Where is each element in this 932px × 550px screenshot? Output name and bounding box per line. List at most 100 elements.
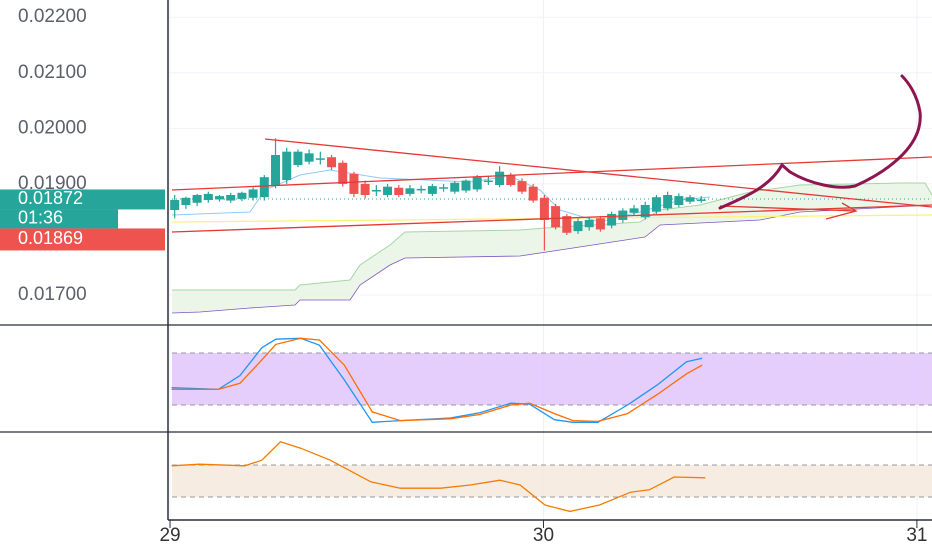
candle: [282, 147, 292, 184]
candle-body: [181, 197, 191, 205]
candle: [203, 191, 213, 203]
candle: [259, 175, 269, 201]
cloud: [172, 183, 932, 313]
candle-body: [472, 177, 482, 190]
candle-body: [215, 196, 225, 200]
candle-body: [539, 197, 549, 220]
countdown-label: 01:36: [18, 208, 63, 228]
band: [172, 353, 932, 405]
candle-body: [416, 188, 426, 191]
candle: [394, 185, 404, 198]
indicator-line: [171, 337, 703, 423]
candle: [170, 195, 180, 219]
candle: [226, 192, 236, 203]
candle: [327, 155, 337, 170]
candle-body: [573, 221, 583, 232]
candle-body: [495, 171, 505, 185]
indicator-line: [171, 441, 706, 513]
candle-body: [517, 181, 527, 192]
candle-body: [338, 162, 348, 184]
candle: [416, 185, 426, 194]
candle: [450, 181, 460, 194]
label-layer: 0.01700 0.01900 0.02000 0.02100 0.02200 29 30 3…: [0, 6, 927, 546]
candle-body: [237, 192, 247, 199]
candle-body: [595, 218, 605, 230]
cloud-edge: [171, 204, 932, 314]
candle: [461, 179, 471, 193]
x-tick-label: 30: [533, 525, 554, 546]
candle-body: [674, 196, 684, 205]
candle-body: [282, 151, 292, 180]
candle: [539, 195, 549, 251]
x-tick-label: 29: [159, 525, 180, 546]
candle-body: [315, 158, 325, 160]
candle-body: [528, 186, 538, 201]
candle: [696, 196, 706, 203]
candle: [427, 183, 437, 197]
candle: [472, 175, 482, 192]
candle-body: [696, 199, 706, 201]
x-tick-label: 31: [906, 525, 927, 546]
candle: [517, 178, 527, 194]
candle: [360, 180, 370, 199]
candle-body: [394, 187, 404, 195]
candle: [629, 205, 639, 215]
candle: [271, 138, 281, 189]
candle-body: [450, 182, 460, 192]
candle-body: [685, 197, 695, 202]
candle-layer: [170, 138, 706, 251]
candle: [584, 217, 594, 231]
candle: [304, 149, 314, 165]
freehand-curve: [718, 74, 922, 210]
candle-body: [562, 216, 572, 233]
candle: [405, 185, 415, 197]
candle-body: [483, 180, 493, 183]
y-tick-label: 0.02200: [18, 6, 87, 27]
candle: [607, 211, 617, 229]
line-layer: [171, 337, 706, 513]
candle: [640, 201, 650, 220]
candle: [215, 195, 225, 202]
candle-body: [618, 210, 628, 220]
candle-body: [551, 206, 561, 228]
candle-body: [203, 193, 213, 200]
candle-body: [271, 155, 281, 185]
trend-line: [171, 156, 932, 191]
cloud-edge: [172, 182, 932, 291]
indicator-line: [171, 337, 703, 423]
trend-line: [264, 138, 932, 208]
candle-body: [461, 180, 471, 191]
candle-body: [360, 183, 370, 195]
candle-body: [349, 173, 359, 194]
candle: [528, 183, 538, 203]
candle: [349, 171, 359, 198]
candle-body: [439, 187, 449, 189]
candle: [685, 195, 695, 204]
candle: [674, 193, 684, 208]
candle-body: [663, 195, 673, 209]
candle-body: [192, 195, 202, 203]
y-tick-label: 0.01900: [18, 173, 87, 194]
candle-body: [226, 195, 236, 201]
candle: [663, 191, 673, 211]
candle: [495, 166, 505, 188]
candle: [293, 149, 303, 168]
arrow: [719, 202, 858, 220]
candle-body: [293, 151, 303, 165]
candle: [237, 191, 247, 202]
baseline: [171, 169, 711, 223]
y-tick-label: 0.02100: [18, 62, 87, 83]
candle-body: [248, 189, 258, 198]
candle-body: [584, 220, 594, 228]
y-tick-label: 0.02000: [18, 117, 87, 138]
candle-body: [327, 157, 337, 168]
candle-body: [629, 208, 639, 213]
other-price-label: 0.01869: [18, 228, 83, 248]
candle-body: [304, 153, 314, 162]
candle: [248, 187, 258, 201]
yellow-line: [171, 214, 932, 223]
candle: [562, 213, 572, 235]
candle: [595, 216, 605, 232]
y-tick-label: 0.01700: [18, 284, 87, 305]
